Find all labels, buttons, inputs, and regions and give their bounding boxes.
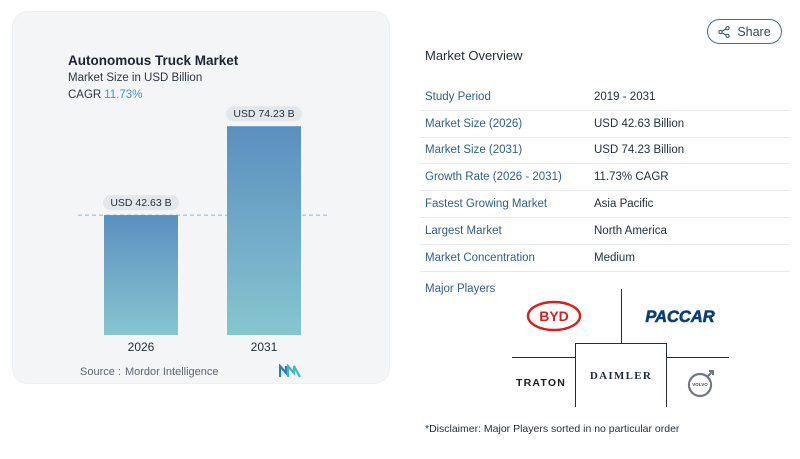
overview-table: Study Period 2019 - 2031 Market Size (20… [420,84,790,272]
players-divider-horizontal [575,343,667,344]
daimler-logo-text: DAIMLER [589,370,653,382]
bar-chart: USD 42.63 B 2026 USD 74.23 B 2031 [78,106,330,354]
bar-2031 [227,126,301,336]
chart-card [12,11,390,384]
overview-value: USD 42.63 Billion [594,117,685,130]
overview-value: 2019 - 2031 [594,90,656,103]
players-divider-vertical [621,289,622,343]
overview-key: Growth Rate (2026 - 2031) [425,171,562,184]
source-name: Mordor Intelligence [124,366,219,378]
overview-row: Largest Market North America [420,218,790,245]
daimler-logo: DAIMLER [584,367,658,385]
players-divider-horizontal [512,357,575,358]
data-label-bg [226,106,302,122]
overview-key: Study Period [425,90,491,103]
overview-row: Growth Rate (2026 - 2031) 11.73% CAGR [420,164,790,192]
volvo-logo-icon: VOLVO [687,370,714,398]
x-tick-label: 2026 [128,340,155,354]
overview-value: USD 74.23 Billion [594,144,685,157]
overview-key: Fastest Growing Market [425,198,548,211]
x-tick-label: 2031 [251,340,278,354]
overview-row: Market Size (2026) USD 42.63 Billion [420,111,790,138]
overview-value: Asia Pacific [594,198,654,211]
byd-logo-text: BYD [539,308,569,324]
overview-value: 11.73% CAGR [594,171,669,184]
mordor-logo-icon [279,364,301,378]
overview-row: Market Concentration Medium [420,245,790,272]
overview-value: North America [594,224,667,237]
players-divider-horizontal [666,357,729,358]
chart-subtitle: Market Size in USD Billion [68,72,203,84]
players-title: Major Players [425,283,496,295]
paccar-logo: PACCAR [643,305,717,327]
data-label: USD 42.63 B [110,197,171,209]
traton-logo: TRATON [512,374,570,392]
share-label: Share [737,24,771,39]
data-label: USD 74.23 B [233,108,294,120]
volvo-logo: VOLVO [685,369,717,399]
players-divider-vertical [575,343,576,407]
overview-row: Study Period 2019 - 2031 [420,84,790,111]
overview-row: Fastest Growing Market Asia Pacific [420,191,790,218]
cagr-value: 11.73% [104,89,143,101]
source-line: Source : Mordor Intelligence [80,366,219,378]
chart-cagr: CAGR 11.73% [68,89,142,101]
source-label: Source : [80,366,121,378]
overview-key: Largest Market [425,224,502,237]
overview-row: Market Size (2031) USD 74.23 Billion [420,138,790,165]
disclaimer: *Disclaimer: Major Players sorted in no … [425,423,680,435]
paccar-logo-icon: PACCAR [643,305,717,327]
data-label-bg [103,195,179,211]
players-divider-vertical [666,343,667,407]
cagr-label: CAGR [68,89,102,101]
chart-title: Autonomous Truck Market [68,53,239,68]
overview-title: Market Overview [425,48,523,63]
share-button[interactable]: Share [707,19,782,44]
byd-logo: BYD [526,300,582,332]
overview-key: Market Size (2026) [425,117,523,130]
bar-2026 [104,215,178,335]
overview-key: Market Size (2031) [425,144,523,157]
overview-key: Market Concentration [425,251,535,264]
paccar-logo-text: PACCAR [645,308,714,326]
overview-value: Medium [594,251,635,264]
share-icon [718,25,730,38]
traton-logo-text: TRATON [516,377,566,389]
volvo-logo-text: VOLVO [692,382,708,387]
byd-logo-icon: BYD [526,300,582,332]
